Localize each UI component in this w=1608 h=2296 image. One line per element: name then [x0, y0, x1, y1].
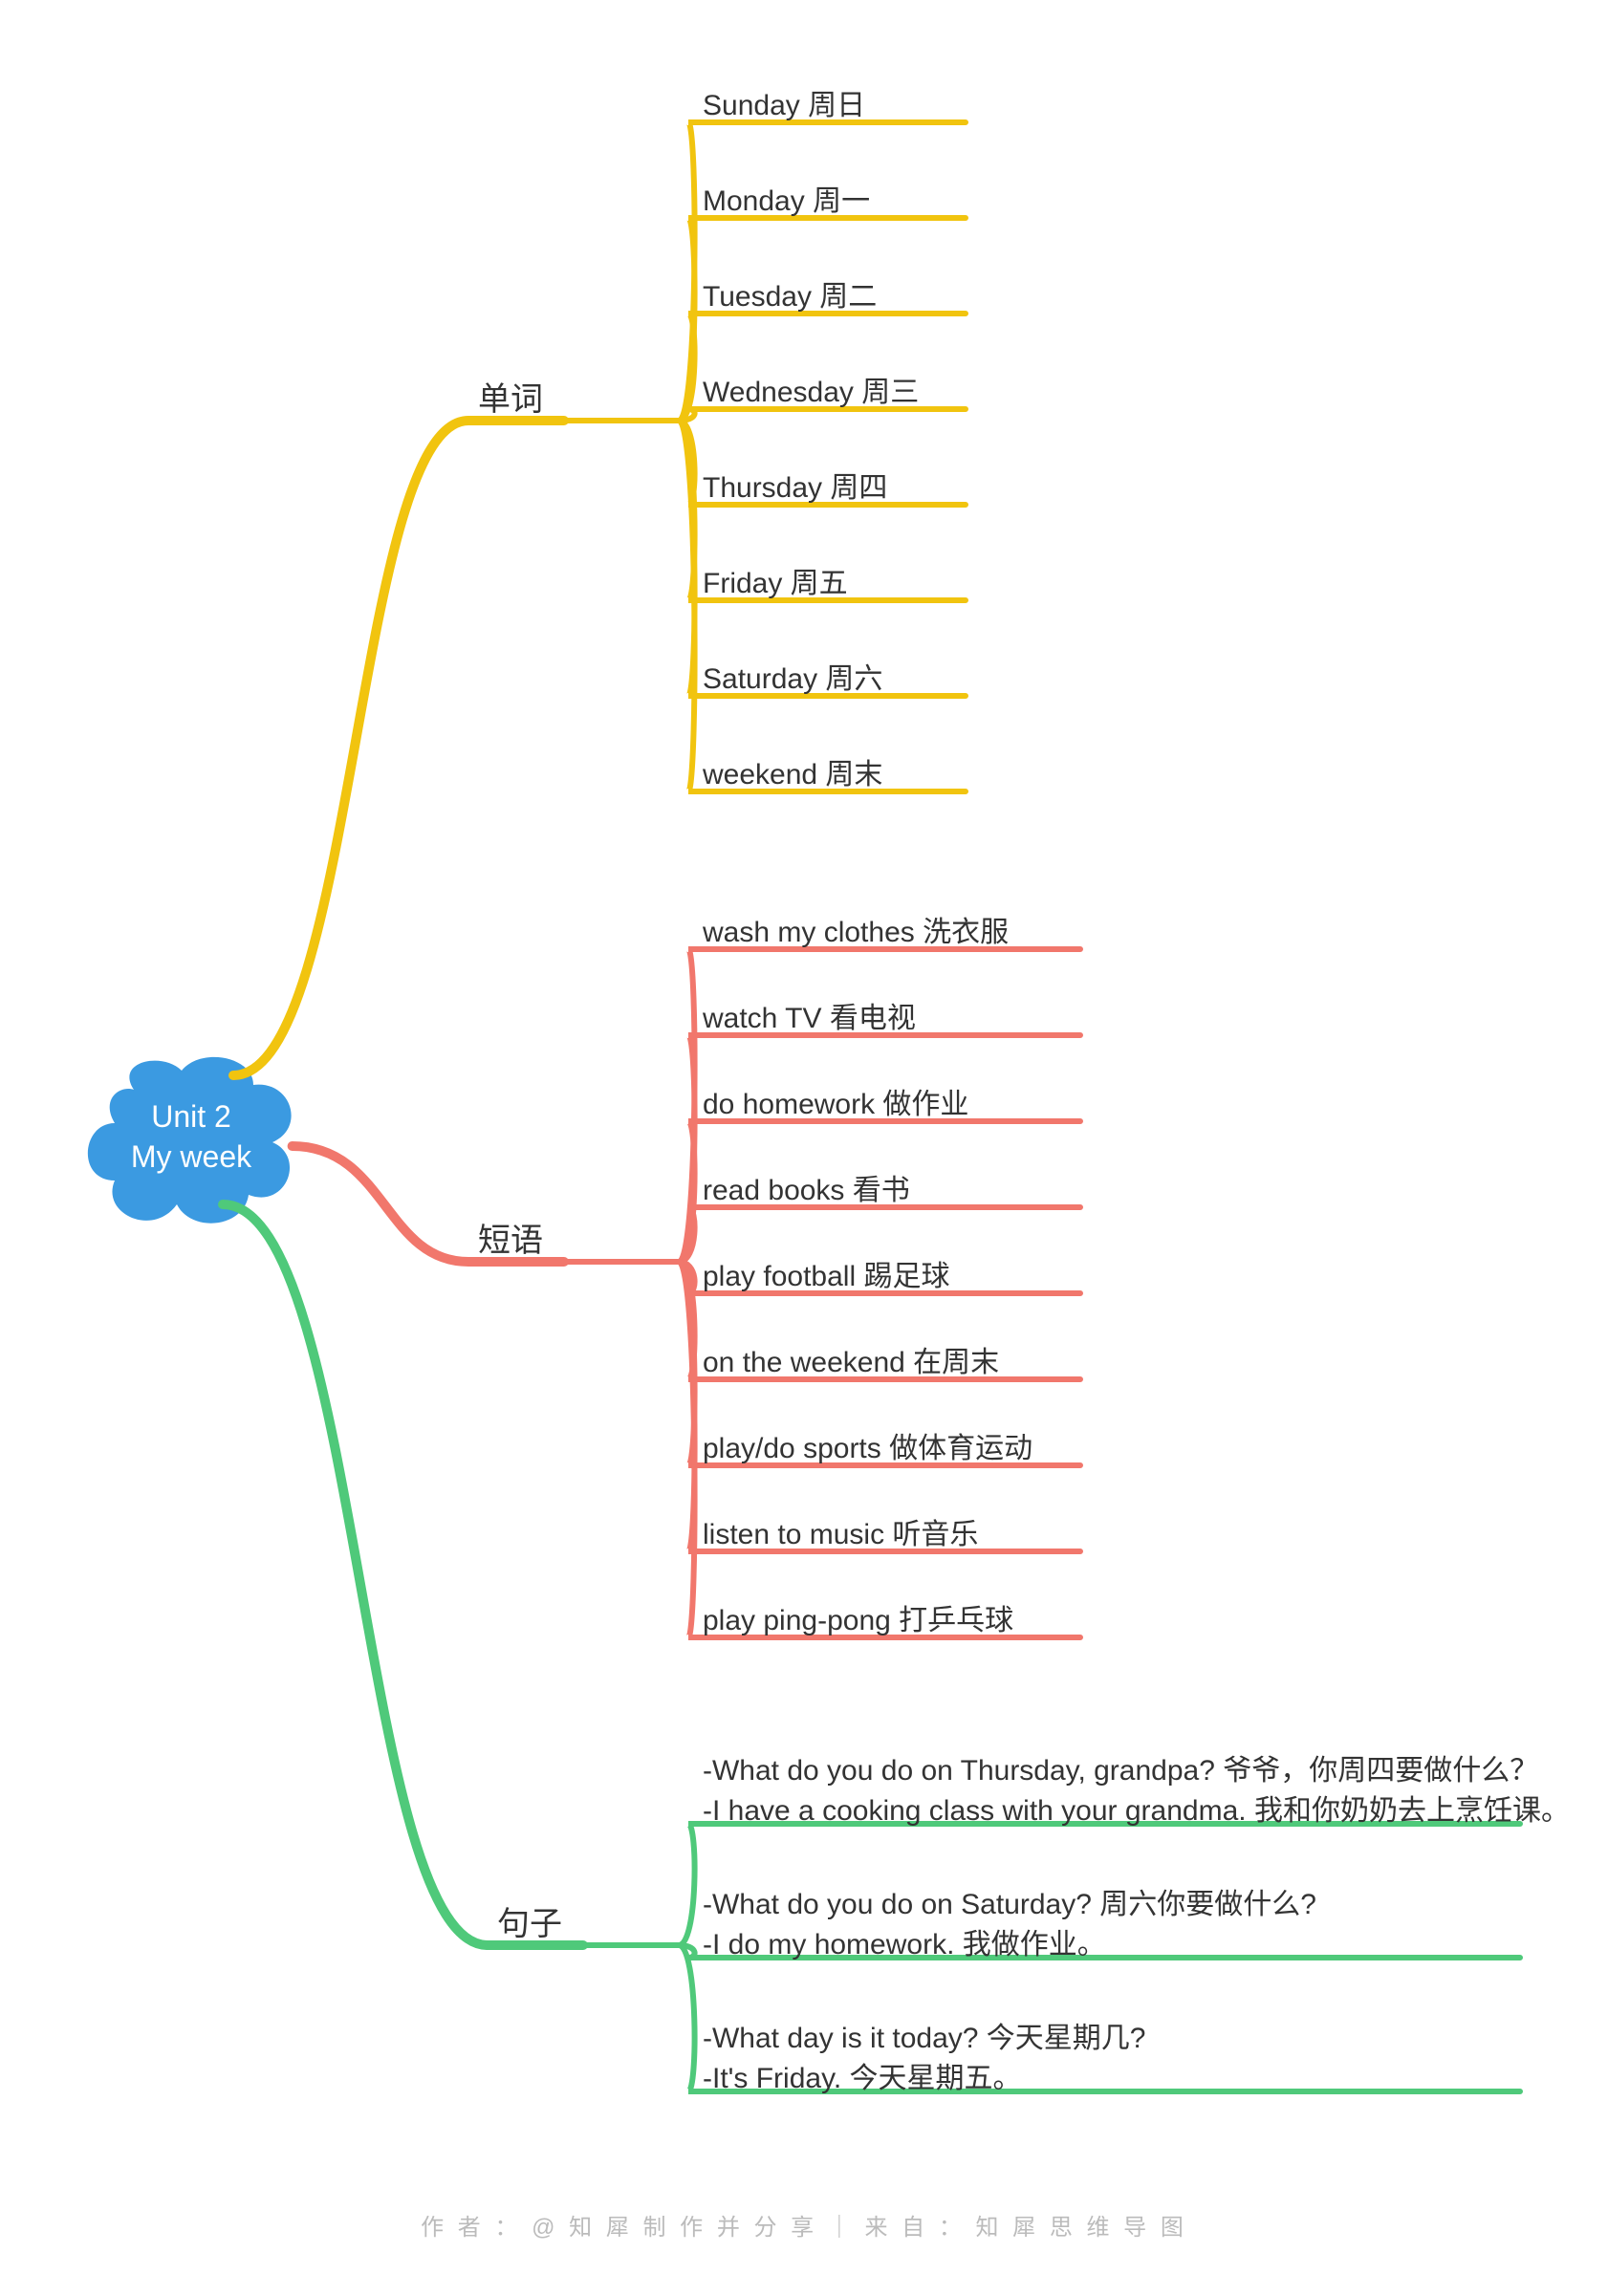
leaf-vocab-5: Friday 周五 [703, 564, 848, 604]
leaf-sentences-2: -What day is it today? 今天星期几? -It's Frid… [703, 2019, 1145, 2099]
leaf-phrases-6: play/do sports 做体育运动 [703, 1429, 1032, 1469]
leaf-phrases-3: read books 看书 [703, 1171, 910, 1211]
branch-label-sentences: 句子 [497, 1897, 562, 1944]
leaf-phrases-8: play ping-pong 打乒乓球 [703, 1601, 1013, 1641]
leaf-vocab-2: Tuesday 周二 [703, 277, 877, 317]
root-line1: Unit 2 [151, 1099, 231, 1134]
leaf-sentences-1: -What do you do on Saturday? 周六你要做什么? -I… [703, 1885, 1316, 1965]
branch-label-phrases: 短语 [478, 1214, 543, 1261]
branch-label-vocab: 单词 [478, 373, 543, 420]
leaf-phrases-1: watch TV 看电视 [703, 999, 916, 1039]
footer-credit: 作 者 ： @ 知 犀 制 作 并 分 享 ｜ 来 自 ： 知 犀 思 维 导 … [0, 2208, 1608, 2242]
leaf-vocab-0: Sunday 周日 [703, 86, 865, 126]
root-line2: My week [131, 1139, 251, 1174]
leaf-vocab-1: Monday 周一 [703, 182, 870, 222]
leaf-phrases-0: wash my clothes 洗衣服 [703, 913, 1009, 953]
leaf-vocab-4: Thursday 周四 [703, 468, 887, 509]
leaf-sentences-0: -What do you do on Thursday, grandpa? 爷爷… [703, 1751, 1570, 1831]
root-label: Unit 2 My week [131, 1097, 251, 1177]
leaf-vocab-7: weekend 周末 [703, 755, 882, 795]
leaf-vocab-3: Wednesday 周三 [703, 373, 919, 413]
root-node: Unit 2 My week [86, 1051, 296, 1224]
leaf-phrases-5: on the weekend 在周末 [703, 1343, 999, 1383]
leaf-phrases-7: listen to music 听音乐 [703, 1515, 978, 1555]
leaf-phrases-4: play football 踢足球 [703, 1257, 949, 1297]
leaf-vocab-6: Saturday 周六 [703, 660, 882, 700]
leaf-phrases-2: do homework 做作业 [703, 1085, 968, 1125]
